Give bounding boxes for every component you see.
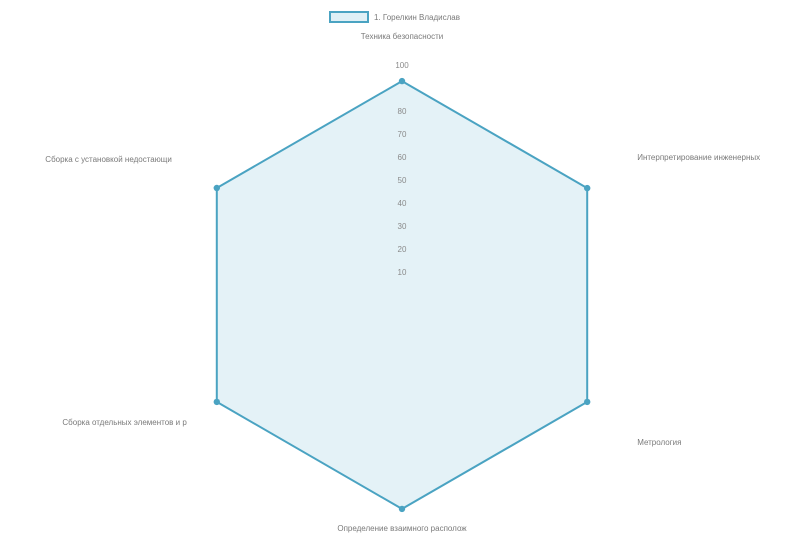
axis-label-5: Сборка с установкой недостающи [45, 155, 172, 164]
legend-label-0: 1. Горелкин Владислав [374, 13, 460, 22]
tick-label-20: 20 [398, 245, 407, 254]
tick-label-100: 100 [395, 61, 409, 70]
tick-label-60: 60 [398, 153, 407, 162]
axis-label-1: Интерпретирование инженерных [637, 153, 760, 162]
axis-label-2: Метрология [637, 438, 681, 447]
data-point-0-4[interactable] [213, 398, 220, 406]
tick-label-40: 40 [398, 199, 407, 208]
axis-labels: Техника безопасности Интерпретирование ин… [45, 32, 760, 533]
legend: 1. Горелкин Владислав [329, 11, 460, 23]
tick-label-80: 80 [398, 107, 407, 116]
data-point-0-3[interactable] [398, 505, 406, 513]
series-area-0 [215, 80, 589, 510]
tick-label-10: 10 [398, 268, 407, 277]
radial-ticks: 10 20 30 40 50 60 70 80 100 [395, 61, 409, 277]
tick-label-30: 30 [398, 222, 407, 231]
axis-label-3: Определение взаимного располож [337, 524, 467, 533]
data-point-0-0[interactable] [398, 77, 406, 85]
legend-swatch-0[interactable] [329, 11, 369, 23]
axis-label-4: Сборка отдельных элементов и р [62, 418, 187, 427]
tick-label-70: 70 [398, 130, 407, 139]
data-point-0-5[interactable] [213, 184, 220, 192]
series-points [213, 77, 591, 513]
data-point-0-1[interactable] [584, 184, 591, 192]
axis-label-0: Техника безопасности [361, 32, 444, 41]
data-point-0-2[interactable] [584, 398, 591, 406]
tick-label-50: 50 [398, 176, 407, 185]
